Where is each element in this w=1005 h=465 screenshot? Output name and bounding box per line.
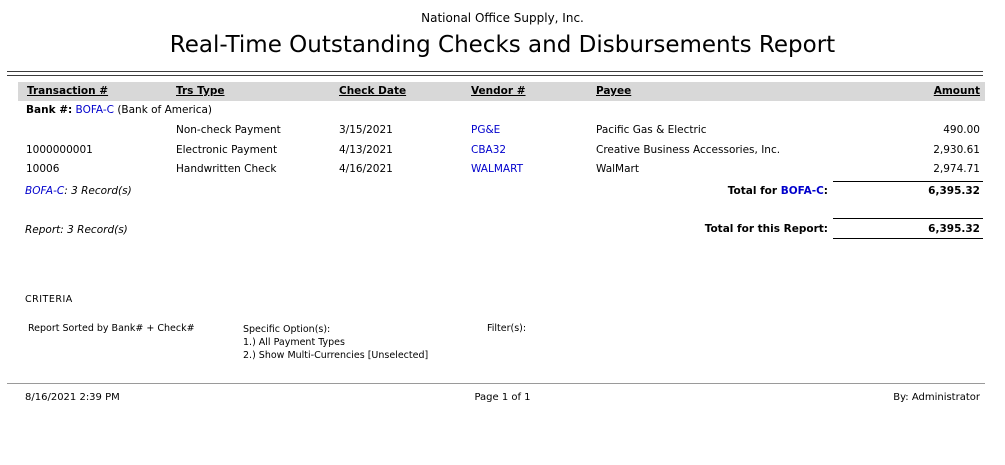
report-title: Real-Time Outstanding Checks and Disburs… bbox=[169, 32, 836, 58]
criteria-sorted-by: Report Sorted by Bank# + Check# bbox=[28, 323, 195, 334]
bank-total-label: Total for BOFA-C: bbox=[728, 185, 828, 197]
report-record-count: Report: 3 Record(s) bbox=[25, 224, 128, 236]
bank-code-link[interactable]: BOFA-C bbox=[75, 104, 114, 116]
check-date: 4/13/2021 bbox=[339, 144, 393, 156]
criteria-option: 2.) Show Multi-Currencies [Unselected] bbox=[243, 350, 429, 361]
footer-page-number: Page 1 of 1 bbox=[474, 392, 531, 403]
col-header-payee: Payee bbox=[596, 85, 632, 97]
report-total-label: Total for this Report: bbox=[704, 223, 828, 235]
col-header-transaction: Transaction # bbox=[27, 85, 109, 97]
payee: WalMart bbox=[596, 163, 639, 175]
amount: 490.00 bbox=[943, 124, 980, 136]
col-header-trs-type: Trs Type bbox=[176, 85, 225, 97]
title-divider bbox=[7, 71, 983, 76]
vendor-link[interactable]: CBA32 bbox=[471, 144, 507, 156]
bank-record-count: BOFA-C: 3 Record(s) bbox=[25, 185, 132, 197]
amount: 2,930.61 bbox=[933, 144, 980, 156]
vendor-link[interactable]: PG&E bbox=[471, 124, 501, 136]
colon-text: : bbox=[823, 185, 828, 197]
transaction-number: 10006 bbox=[26, 163, 60, 175]
footer-divider bbox=[7, 383, 985, 384]
check-date: 3/15/2021 bbox=[339, 124, 393, 136]
transaction-number: 1000000001 bbox=[26, 144, 93, 156]
record-count-text: : 3 Record(s) bbox=[64, 185, 132, 197]
bank-code-link[interactable]: BOFA-C bbox=[25, 185, 65, 197]
payee: Creative Business Accessories, Inc. bbox=[596, 144, 781, 156]
check-date: 4/16/2021 bbox=[339, 163, 393, 175]
col-header-check-date: Check Date bbox=[339, 85, 407, 97]
company-name: National Office Supply, Inc. bbox=[421, 11, 584, 25]
table-header-row: Transaction # Trs Type Check Date Vendor… bbox=[18, 82, 985, 101]
col-header-amount: Amount bbox=[933, 85, 980, 97]
table-row: 10006 Handwritten Check 4/16/2021 WALMAR… bbox=[0, 163, 1005, 177]
table-row: 1000000001 Electronic Payment 4/13/2021 … bbox=[0, 144, 1005, 158]
criteria-heading: CRITERIA bbox=[25, 294, 73, 305]
criteria-options-label: Specific Option(s): bbox=[243, 324, 331, 335]
criteria-option: 1.) All Payment Types bbox=[243, 337, 345, 348]
trs-type: Non-check Payment bbox=[176, 124, 281, 136]
bank-label: Bank #: bbox=[26, 104, 73, 116]
table-row: Non-check Payment 3/15/2021 PG&E Pacific… bbox=[0, 124, 1005, 138]
bank-name: (Bank of America) bbox=[117, 104, 213, 116]
col-header-vendor: Vendor # bbox=[471, 85, 526, 97]
footer-printed-by: By: Administrator bbox=[893, 392, 980, 403]
criteria-filters-label: Filter(s): bbox=[487, 323, 527, 334]
footer-datetime: 8/16/2021 2:39 PM bbox=[25, 392, 120, 403]
total-for-text: Total for bbox=[727, 185, 781, 197]
bank-total-amount: 6,395.32 bbox=[833, 181, 983, 197]
vendor-link[interactable]: WALMART bbox=[471, 163, 524, 175]
criteria-options: Specific Option(s): 1.) All Payment Type… bbox=[243, 323, 428, 362]
trs-type: Electronic Payment bbox=[176, 144, 278, 156]
amount: 2,974.71 bbox=[933, 163, 980, 175]
bank-code-link[interactable]: BOFA-C bbox=[780, 185, 824, 197]
bank-group-header: Bank #: BOFA-C (Bank of America) bbox=[26, 104, 212, 116]
trs-type: Handwritten Check bbox=[176, 163, 277, 175]
payee: Pacific Gas & Electric bbox=[596, 124, 707, 136]
report-total-amount: 6,395.32 bbox=[833, 218, 983, 239]
